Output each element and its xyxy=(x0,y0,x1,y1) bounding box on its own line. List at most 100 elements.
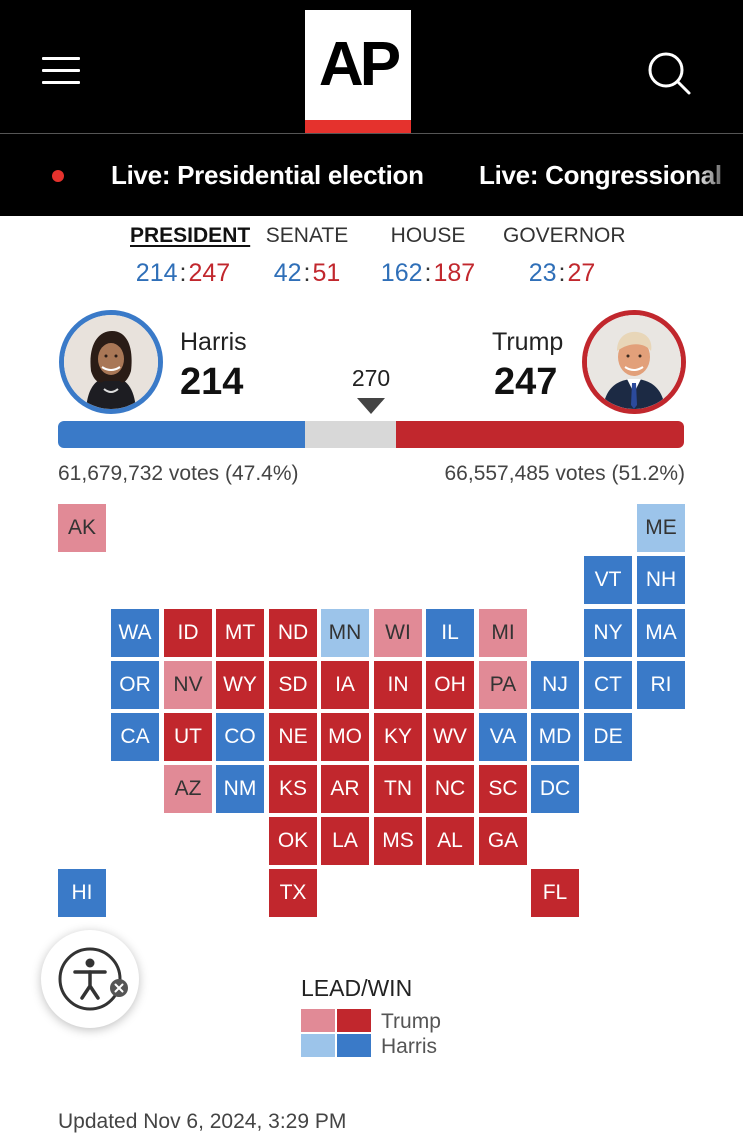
harris-electoral-bar xyxy=(58,421,305,448)
state-tile-nv[interactable]: NV xyxy=(164,661,212,709)
state-tile-il[interactable]: IL xyxy=(426,609,474,657)
state-tile-ia[interactable]: IA xyxy=(321,661,369,709)
trump-name: Trump xyxy=(492,328,564,356)
trump-electoral-bar xyxy=(396,421,684,448)
header-divider xyxy=(0,133,743,134)
legend-harris-lead-swatch xyxy=(301,1034,335,1057)
state-tile-mn[interactable]: MN xyxy=(321,609,369,657)
live-congressional-link[interactable]: Live: Congressional xyxy=(479,160,722,190)
tab-score: 214:247 xyxy=(130,258,236,288)
state-tile-in[interactable]: IN xyxy=(374,661,422,709)
top-navigation-bar: AP xyxy=(0,0,743,135)
state-tile-ok[interactable]: OK xyxy=(269,817,317,865)
threshold-label: 270 xyxy=(351,365,391,391)
state-tile-ga[interactable]: GA xyxy=(479,817,527,865)
state-tile-sd[interactable]: SD xyxy=(269,661,317,709)
state-tile-ut[interactable]: UT xyxy=(164,713,212,761)
state-tile-me[interactable]: ME xyxy=(637,504,685,552)
state-tile-sc[interactable]: SC xyxy=(479,765,527,813)
state-tile-pa[interactable]: PA xyxy=(479,661,527,709)
state-tile-wv[interactable]: WV xyxy=(426,713,474,761)
tab-governor[interactable]: GOVERNOR 23:27 xyxy=(503,222,626,288)
legend-harris-win-swatch xyxy=(337,1034,371,1057)
state-tile-nd[interactable]: ND xyxy=(269,609,317,657)
state-tile-ri[interactable]: RI xyxy=(637,661,685,709)
state-tile-mi[interactable]: MI xyxy=(479,609,527,657)
state-tile-mt[interactable]: MT xyxy=(216,609,264,657)
state-tile-wi[interactable]: WI xyxy=(374,609,422,657)
undecided-electoral-bar xyxy=(305,421,396,448)
state-tile-nh[interactable]: NH xyxy=(637,556,685,604)
state-tile-wa[interactable]: WA xyxy=(111,609,159,657)
live-presidential-link[interactable]: Live: Presidential election xyxy=(111,160,424,190)
state-tile-ma[interactable]: MA xyxy=(637,609,685,657)
dem-score: 42 xyxy=(273,259,302,287)
rep-score: 51 xyxy=(312,259,341,287)
harris-name: Harris xyxy=(180,328,247,356)
state-tile-ca[interactable]: CA xyxy=(111,713,159,761)
tab-house[interactable]: HOUSE 162:187 xyxy=(378,222,478,288)
rep-score: 187 xyxy=(433,259,476,287)
state-tile-fl[interactable]: FL xyxy=(531,869,579,917)
score-separator: : xyxy=(558,259,566,287)
tab-label: HOUSE xyxy=(390,224,466,247)
tab-score: 162:187 xyxy=(378,258,478,288)
tab-score: 23:27 xyxy=(503,258,621,288)
state-tile-or[interactable]: OR xyxy=(111,661,159,709)
ap-logo[interactable]: AP xyxy=(305,10,411,133)
state-tile-nj[interactable]: NJ xyxy=(531,661,579,709)
legend-title: LEAD/WIN xyxy=(301,975,413,1001)
state-tile-wy[interactable]: WY xyxy=(216,661,264,709)
state-tile-id[interactable]: ID xyxy=(164,609,212,657)
hamburger-menu-icon[interactable] xyxy=(42,57,80,85)
state-tile-de[interactable]: DE xyxy=(584,713,632,761)
state-tile-la[interactable]: LA xyxy=(321,817,369,865)
dem-score: 162 xyxy=(380,259,423,287)
state-tile-ne[interactable]: NE xyxy=(269,713,317,761)
state-tile-ak[interactable]: AK xyxy=(58,504,106,552)
state-tile-ky[interactable]: KY xyxy=(374,713,422,761)
state-tile-vt[interactable]: VT xyxy=(584,556,632,604)
tab-score: 42:51 xyxy=(262,258,352,288)
live-links-bar: Live: Presidential election Live: Congre… xyxy=(0,135,743,216)
legend-trump-win-swatch xyxy=(337,1009,371,1032)
score-separator: : xyxy=(424,259,432,287)
state-tile-hi[interactable]: HI xyxy=(58,869,106,917)
state-tile-ar[interactable]: AR xyxy=(321,765,369,813)
logo-text: AP xyxy=(318,30,401,99)
dem-score: 214 xyxy=(135,259,178,287)
state-tile-mo[interactable]: MO xyxy=(321,713,369,761)
harris-electoral-votes: 214 xyxy=(180,361,244,403)
state-tile-tn[interactable]: TN xyxy=(374,765,422,813)
state-tile-ny[interactable]: NY xyxy=(584,609,632,657)
updated-timestamp: Updated Nov 6, 2024, 3:29 PM xyxy=(58,1110,347,1133)
state-tile-ct[interactable]: CT xyxy=(584,661,632,709)
tab-label: GOVERNOR xyxy=(503,224,626,247)
state-tile-ks[interactable]: KS xyxy=(269,765,317,813)
state-tile-az[interactable]: AZ xyxy=(164,765,212,813)
tab-senate[interactable]: SENATE 42:51 xyxy=(262,222,352,288)
state-tile-co[interactable]: CO xyxy=(216,713,264,761)
trump-electoral-votes: 247 xyxy=(494,361,558,403)
harris-popular-vote: 61,679,732 votes (47.4%) xyxy=(58,462,299,485)
score-separator: : xyxy=(303,259,311,287)
tab-label: SENATE xyxy=(265,224,349,247)
trump-popular-vote: 66,557,485 votes (51.2%) xyxy=(444,462,686,485)
tab-president[interactable]: PRESIDENT 214:247 xyxy=(130,222,250,288)
state-tile-md[interactable]: MD xyxy=(531,713,579,761)
state-tile-dc[interactable]: DC xyxy=(531,765,579,813)
accessibility-button[interactable] xyxy=(41,930,139,1028)
legend-trump-label: Trump xyxy=(381,1010,441,1033)
harris-avatar xyxy=(59,310,163,414)
state-tile-nc[interactable]: NC xyxy=(426,765,474,813)
accessibility-icon xyxy=(58,947,128,1011)
state-tile-oh[interactable]: OH xyxy=(426,661,474,709)
state-tile-ms[interactable]: MS xyxy=(374,817,422,865)
search-icon[interactable] xyxy=(646,50,692,96)
state-tile-nm[interactable]: NM xyxy=(216,765,264,813)
state-tile-al[interactable]: AL xyxy=(426,817,474,865)
logo-red-bar xyxy=(305,120,411,133)
state-tile-va[interactable]: VA xyxy=(479,713,527,761)
state-tile-tx[interactable]: TX xyxy=(269,869,317,917)
rep-score: 247 xyxy=(188,259,231,287)
